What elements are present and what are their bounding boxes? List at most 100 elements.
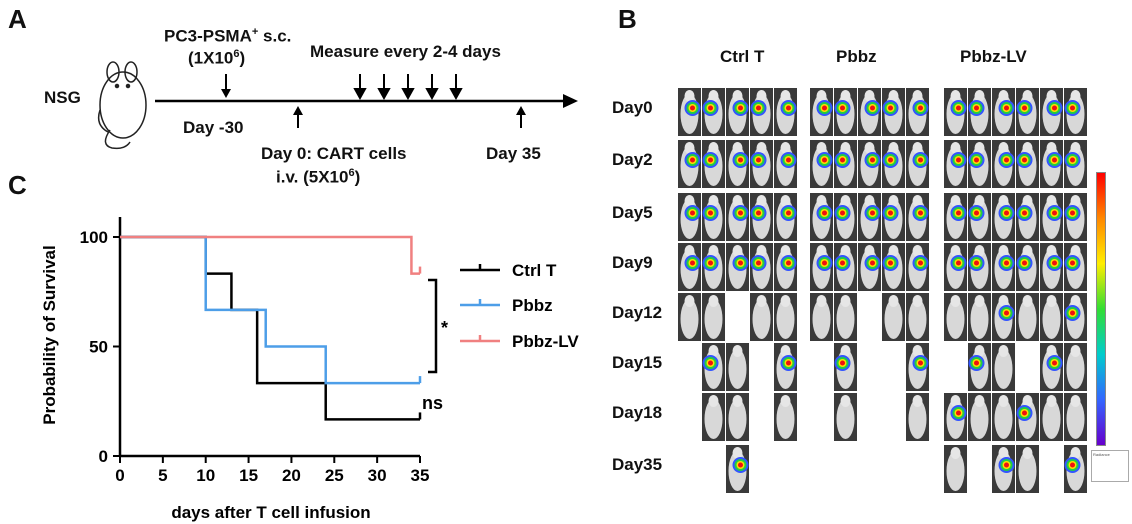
mouse-image [702,88,725,136]
mouse-image [858,243,881,291]
mouse-image [906,293,929,341]
mouse-image [774,193,797,241]
mouse-image [992,88,1015,136]
mouse-image [968,293,991,341]
mouse-image [726,140,749,188]
mouse-image [906,193,929,241]
mouse-image [906,140,929,188]
mouse-image [834,88,857,136]
host-label: NSG [44,88,81,107]
legend-label-pbbzlv: Pbbz-LV [512,332,579,351]
panel-b-letter: B [618,4,637,34]
timeline-arrowhead [563,94,578,108]
x-tick-label: 20 [282,466,301,485]
arrow-day35 [516,106,526,128]
x-tick-label: 0 [115,466,124,485]
mouse-image [858,88,881,136]
mouse-image [968,243,991,291]
mouse-image [906,393,929,441]
chart-series [120,235,422,421]
day-label: Day9 [612,253,653,272]
mouse-image [810,88,833,136]
x-tick-label: 35 [411,466,430,485]
day-label: Day5 [612,203,653,222]
y-tick-label: 0 [99,447,108,466]
mouse-image [944,293,967,341]
mouse-image [1064,193,1087,241]
mouse-image [1040,88,1063,136]
arrows-measure [353,74,463,101]
panel-c-letter: C [8,170,27,200]
mouse-image [1064,243,1087,291]
mouse-image [1016,88,1039,136]
y-tick-label: 100 [80,228,108,247]
series-line-2 [120,235,420,275]
mouse-image [858,140,881,188]
mouse-image [726,193,749,241]
x-axis-label: days after T cell infusion [171,503,370,522]
mouse-image [1064,445,1087,493]
mouse-image [1064,88,1087,136]
radiance-colorbar [1096,172,1106,446]
legend-item-ctrl: Ctrl T [460,261,557,280]
legend-label-pbbz: Pbbz [512,296,553,315]
mouse-image [1040,193,1063,241]
mouse-image [992,140,1015,188]
mouse-image [882,193,905,241]
mouse-image [906,243,929,291]
day35-label: Day 35 [486,144,541,163]
mouse-image [944,140,967,188]
significance-bracket [428,278,438,374]
group-label-pbbzlv: Pbbz-LV [960,47,1027,66]
day-label: Day15 [612,353,663,372]
mouse-image [726,243,749,291]
legend: Ctrl T Pbbz Pbbz-LV [460,261,579,351]
mouse-image [968,193,991,241]
mouse-image [882,88,905,136]
x-tick-label: 15 [239,466,258,485]
mouse-image [1016,293,1039,341]
mouse-image [944,243,967,291]
cart-dose-label: i.v. (5X106) [276,167,361,187]
arrow-tumor-injection [221,74,231,98]
mouse-image [834,140,857,188]
mouse-image [750,243,773,291]
mouse-image [992,293,1015,341]
mouse-image [992,343,1015,391]
mouse-image [968,140,991,188]
colorbar-caption: Radiance [1091,450,1129,482]
mouse-image [906,343,929,391]
mouse-image [1064,393,1087,441]
mouse-image [774,343,797,391]
mouse-image [702,393,725,441]
mouse-icon [97,61,147,150]
mouse-image [882,293,905,341]
mouse-image [678,88,701,136]
day-minus30-label: Day -30 [183,118,244,137]
mouse-image [1016,140,1039,188]
mouse-image [834,393,857,441]
mouse-image [726,445,749,493]
mouse-image [992,243,1015,291]
x-tick-label: 30 [368,466,387,485]
mouse-image [774,140,797,188]
mouse-image [702,343,725,391]
significance-star: * [441,318,448,338]
mouse-image [702,140,725,188]
mouse-image [1040,343,1063,391]
y-tick-label: 50 [89,338,108,357]
panel-a-letter: A [8,4,27,34]
mouse-image [834,193,857,241]
mouse-image [678,293,701,341]
mouse-image [1064,293,1087,341]
mouse-image [944,88,967,136]
day-label: Day35 [612,455,663,474]
mouse-image [726,343,749,391]
mouse-image [1040,140,1063,188]
mouse-image [774,88,797,136]
measure-label: Measure every 2-4 days [310,42,501,61]
survival-chart: 0 5 10 15 20 25 30 35 0 50 100 Probability of Surv… [40,217,579,522]
day-label: Day12 [612,303,663,322]
mouse-image [944,393,967,441]
group-label-ctrl: Ctrl T [720,47,765,66]
